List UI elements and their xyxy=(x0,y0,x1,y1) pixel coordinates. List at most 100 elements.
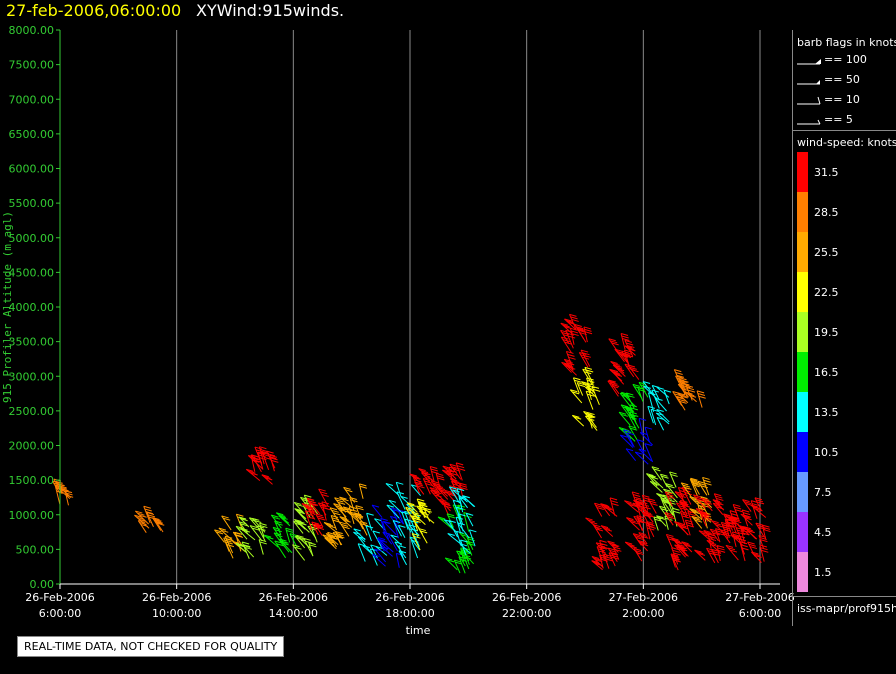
legend-divider-mid xyxy=(793,130,896,131)
wind-barb xyxy=(681,541,693,553)
speed-swatch xyxy=(797,432,808,472)
wind-barb xyxy=(665,483,678,499)
wind-barb xyxy=(732,503,743,521)
wind-barb xyxy=(608,552,619,567)
wind-barb xyxy=(569,313,579,331)
wind-barb xyxy=(723,513,734,531)
x-tick-time: 6:00:00 xyxy=(39,607,81,620)
wind-barb xyxy=(414,481,425,495)
wind-barb xyxy=(411,533,421,551)
speed-swatch xyxy=(797,512,808,552)
wind-barb xyxy=(278,515,291,527)
barb-legend-label: == 10 xyxy=(824,93,860,106)
y-tick-labels: 0.00 500.00 1000.00 1500.00 2000.00 2500.00 30… xyxy=(9,24,60,591)
wind-barb xyxy=(702,476,712,496)
speed-swatch xyxy=(797,472,808,512)
wind-barb xyxy=(349,497,358,512)
wind-barb xyxy=(565,350,576,371)
wind-barb xyxy=(576,382,586,396)
wind-barb xyxy=(388,499,403,514)
barb-legend-label: == 50 xyxy=(824,73,860,86)
wind-barb xyxy=(650,408,659,426)
wind-barb xyxy=(609,368,623,382)
wind-barb xyxy=(710,548,721,564)
wind-barb xyxy=(468,529,477,547)
wind-barb xyxy=(379,539,394,553)
wind-barb xyxy=(561,361,572,373)
speed-color-scale: 31.5 28.5 25.5 22.5 19.5 16.5 13.5 10.5 7.5 4.5 1.… xyxy=(797,152,839,592)
wind-barb xyxy=(680,482,692,498)
wind-barb xyxy=(257,451,267,470)
wind-barb xyxy=(725,544,739,561)
legend-divider-left xyxy=(792,30,793,626)
x-tick-date: 26-Feb-2006 xyxy=(492,591,561,604)
speed-label: 7.5 xyxy=(814,486,832,499)
y-tick-label: 500.00 xyxy=(16,543,55,556)
y-tick-label: 2500.00 xyxy=(9,405,55,418)
grid-lines xyxy=(176,30,761,584)
wind-barb xyxy=(245,468,261,481)
wind-barb xyxy=(644,443,654,463)
wind-barb xyxy=(690,477,701,495)
y-tick-label: 6500.00 xyxy=(9,128,55,141)
wind-barb xyxy=(601,504,618,517)
wind-barb xyxy=(380,518,388,536)
wind-barb xyxy=(386,504,400,519)
speed-label: 1.5 xyxy=(814,566,832,579)
wind-barb xyxy=(304,510,315,530)
wind-barb xyxy=(612,364,626,377)
y-tick-label: 8000.00 xyxy=(9,24,55,37)
legend-footer: iss-mapr/prof915h xyxy=(797,602,896,615)
x-tick-labels: 26-Feb-2006 6:00:00 26-Feb-2006 10:00:00 26-… xyxy=(25,584,795,620)
wind-barb xyxy=(418,502,431,514)
wind-barb xyxy=(661,499,674,516)
wind-barb xyxy=(585,517,601,531)
speed-legend-title: wind-speed: knots xyxy=(797,136,896,149)
wind-barb xyxy=(742,499,753,512)
wind-barb xyxy=(323,521,338,534)
wind-barb xyxy=(619,434,634,448)
wind-barb xyxy=(401,511,410,530)
wind-barb xyxy=(641,494,652,511)
wind-barb xyxy=(639,432,653,446)
wind-barb xyxy=(584,386,598,399)
wind-barb xyxy=(263,534,279,548)
chart-title: XYWind:915winds. xyxy=(196,1,345,20)
x-tick-date: 26-Feb-2006 xyxy=(259,591,328,604)
wind-barb xyxy=(137,520,148,533)
wind-barb xyxy=(143,505,153,524)
wind-barb xyxy=(279,538,293,554)
wind-barb xyxy=(624,363,635,378)
wind-barb xyxy=(339,496,353,509)
wind-barb xyxy=(241,541,251,559)
wind-barb xyxy=(592,524,604,539)
wind-barb xyxy=(672,391,683,406)
y-tick-label: 4500.00 xyxy=(9,266,55,279)
wind-barb xyxy=(626,517,640,531)
wind-barb xyxy=(647,498,658,514)
barb-legend-item: == 5 xyxy=(797,113,853,126)
wind-barb xyxy=(676,396,687,411)
wind-barb xyxy=(665,533,676,549)
wind-barb xyxy=(632,502,647,517)
wind-barb xyxy=(266,450,277,469)
wind-barb xyxy=(685,391,697,403)
speed-label: 22.5 xyxy=(814,286,839,299)
x-tick-date: 27-Feb-2006 xyxy=(609,591,678,604)
wind-barb xyxy=(759,544,769,562)
wind-barb xyxy=(405,506,415,521)
legend-divider-bottom xyxy=(793,596,896,597)
wind-barb xyxy=(750,500,761,519)
wind-barb xyxy=(465,512,474,527)
barb-legend-title: barb flags in knots xyxy=(797,36,896,49)
wind-barb xyxy=(670,553,680,568)
wind-barb xyxy=(689,508,701,520)
wind-barb xyxy=(651,466,662,481)
x-tick-date: 27-Feb-2006 xyxy=(725,591,794,604)
x-tick-time: 6:00:00 xyxy=(739,607,781,620)
wind-barb xyxy=(669,471,678,488)
wind-barb xyxy=(353,512,367,527)
wind-barb xyxy=(365,525,374,542)
wind-barb xyxy=(580,349,591,367)
y-tick-label: 5500.00 xyxy=(9,197,55,210)
